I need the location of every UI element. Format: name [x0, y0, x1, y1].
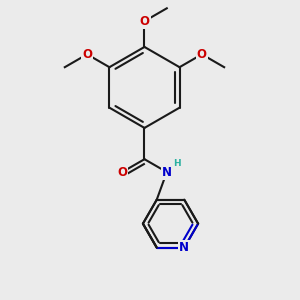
Text: O: O [117, 166, 127, 178]
Text: N: N [162, 166, 172, 178]
Text: N: N [179, 241, 189, 254]
Text: H: H [173, 160, 181, 169]
Text: O: O [197, 48, 207, 61]
Text: O: O [140, 15, 149, 28]
Text: O: O [82, 48, 92, 61]
